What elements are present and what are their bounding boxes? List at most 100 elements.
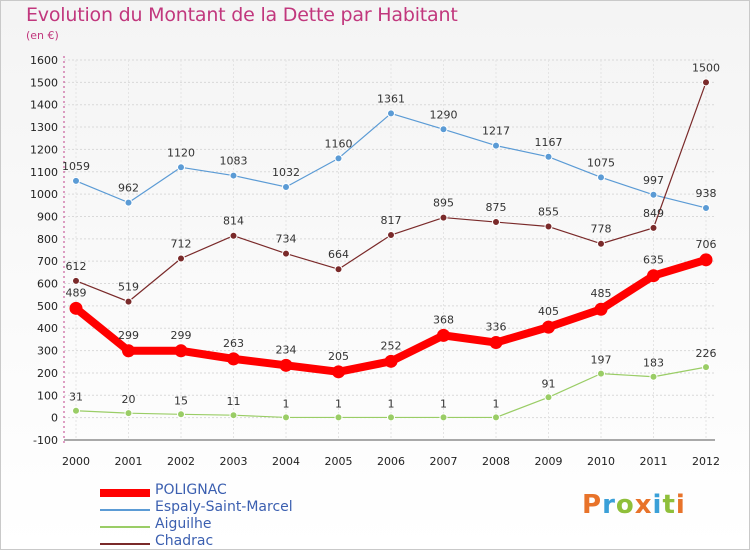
x-tick-label: 2009 [535, 455, 563, 468]
y-tick-label: 400 [37, 322, 58, 335]
data-label: 489 [66, 286, 87, 299]
data-point [229, 231, 238, 240]
logo-letter: o [615, 490, 635, 520]
data-point [124, 297, 133, 306]
x-tick-label: 2012 [692, 455, 720, 468]
data-point [334, 413, 343, 422]
data-point [227, 352, 240, 366]
data-point [544, 393, 553, 402]
data-point [492, 413, 500, 422]
data-point [702, 203, 710, 212]
data-point [122, 344, 135, 358]
chart-title: Evolution du Montant de la Dette par Hab… [26, 4, 458, 26]
data-label: 519 [118, 281, 139, 294]
data-label: 405 [538, 305, 559, 318]
data-label: 263 [223, 337, 244, 350]
legend-label: POLIGNAC [155, 482, 227, 498]
data-point [544, 222, 553, 231]
data-label: 252 [381, 339, 402, 352]
data-point [387, 231, 395, 240]
x-tick-label: 2008 [482, 455, 510, 468]
data-point [544, 152, 553, 161]
data-label: 962 [118, 182, 139, 195]
data-label: 1 [388, 397, 395, 410]
x-tick-label: 2001 [115, 455, 143, 468]
data-point [124, 409, 133, 418]
data-point [177, 254, 185, 263]
data-label: 11 [227, 395, 241, 408]
data-label: 1032 [272, 166, 300, 179]
data-point [282, 413, 290, 422]
data-label: 15 [174, 394, 188, 407]
data-label: 31 [69, 391, 83, 404]
data-point [384, 354, 398, 368]
proxiti-logo: Proxiti [582, 490, 686, 520]
data-point [597, 369, 605, 378]
data-label: 875 [486, 201, 507, 214]
x-tick-label: 2007 [430, 455, 458, 468]
data-point [492, 141, 500, 150]
data-label: 938 [696, 187, 717, 200]
y-tick-label: 1600 [30, 54, 58, 67]
data-label: 20 [122, 393, 136, 406]
y-tick-label: 1000 [30, 188, 58, 201]
x-tick-label: 2002 [167, 455, 195, 468]
y-tick-label: 0 [51, 412, 58, 425]
legend-swatch [100, 489, 150, 497]
data-point [647, 269, 660, 283]
legend-swatch [100, 543, 150, 545]
data-label: 299 [171, 329, 192, 342]
data-point [437, 328, 450, 342]
data-label: 1 [493, 397, 500, 410]
x-tick-label: 2003 [220, 455, 248, 468]
data-point [72, 406, 80, 415]
data-label: 1 [440, 397, 447, 410]
data-label: 712 [171, 237, 192, 250]
data-label: 778 [591, 223, 612, 236]
data-point [124, 198, 133, 207]
data-point [439, 125, 448, 134]
y-tick-label: 800 [37, 233, 58, 246]
data-point [229, 171, 238, 180]
x-tick-label: 2006 [377, 455, 405, 468]
data-label: 1500 [692, 61, 720, 74]
data-point [702, 78, 710, 87]
legend-label: Espaly-Saint-Marcel [155, 499, 293, 515]
data-label: 1290 [430, 108, 458, 121]
data-point [699, 253, 713, 267]
data-label: 849 [643, 207, 664, 220]
data-point [387, 413, 395, 422]
data-label: 1120 [167, 146, 195, 159]
y-tick-label: 600 [37, 278, 58, 291]
y-tick-label: 1200 [30, 143, 58, 156]
data-label: 197 [591, 354, 612, 367]
x-tick-label: 2011 [640, 455, 668, 468]
data-point [229, 411, 238, 420]
data-point [649, 190, 658, 199]
data-label: 1075 [587, 156, 615, 169]
data-point [489, 336, 503, 350]
data-label: 1160 [325, 137, 353, 150]
y-tick-label: 700 [37, 255, 58, 268]
legend-label: Aiguilhe [155, 516, 212, 532]
data-point [72, 176, 80, 185]
data-label: 855 [538, 206, 559, 219]
data-point [439, 413, 448, 422]
data-label: 1 [335, 397, 342, 410]
data-label: 817 [381, 214, 402, 227]
data-label: 635 [643, 254, 664, 267]
data-label: 183 [643, 357, 664, 370]
data-point [72, 276, 80, 285]
data-point [334, 154, 343, 163]
logo-letter: P [582, 490, 603, 520]
data-point [594, 302, 608, 316]
y-tick-label: 1500 [30, 76, 58, 89]
data-label: 895 [433, 197, 454, 210]
logo-letter: i [652, 490, 663, 520]
data-point [69, 301, 83, 315]
data-point [279, 358, 293, 372]
data-label: 997 [643, 174, 664, 187]
data-point [492, 218, 500, 227]
